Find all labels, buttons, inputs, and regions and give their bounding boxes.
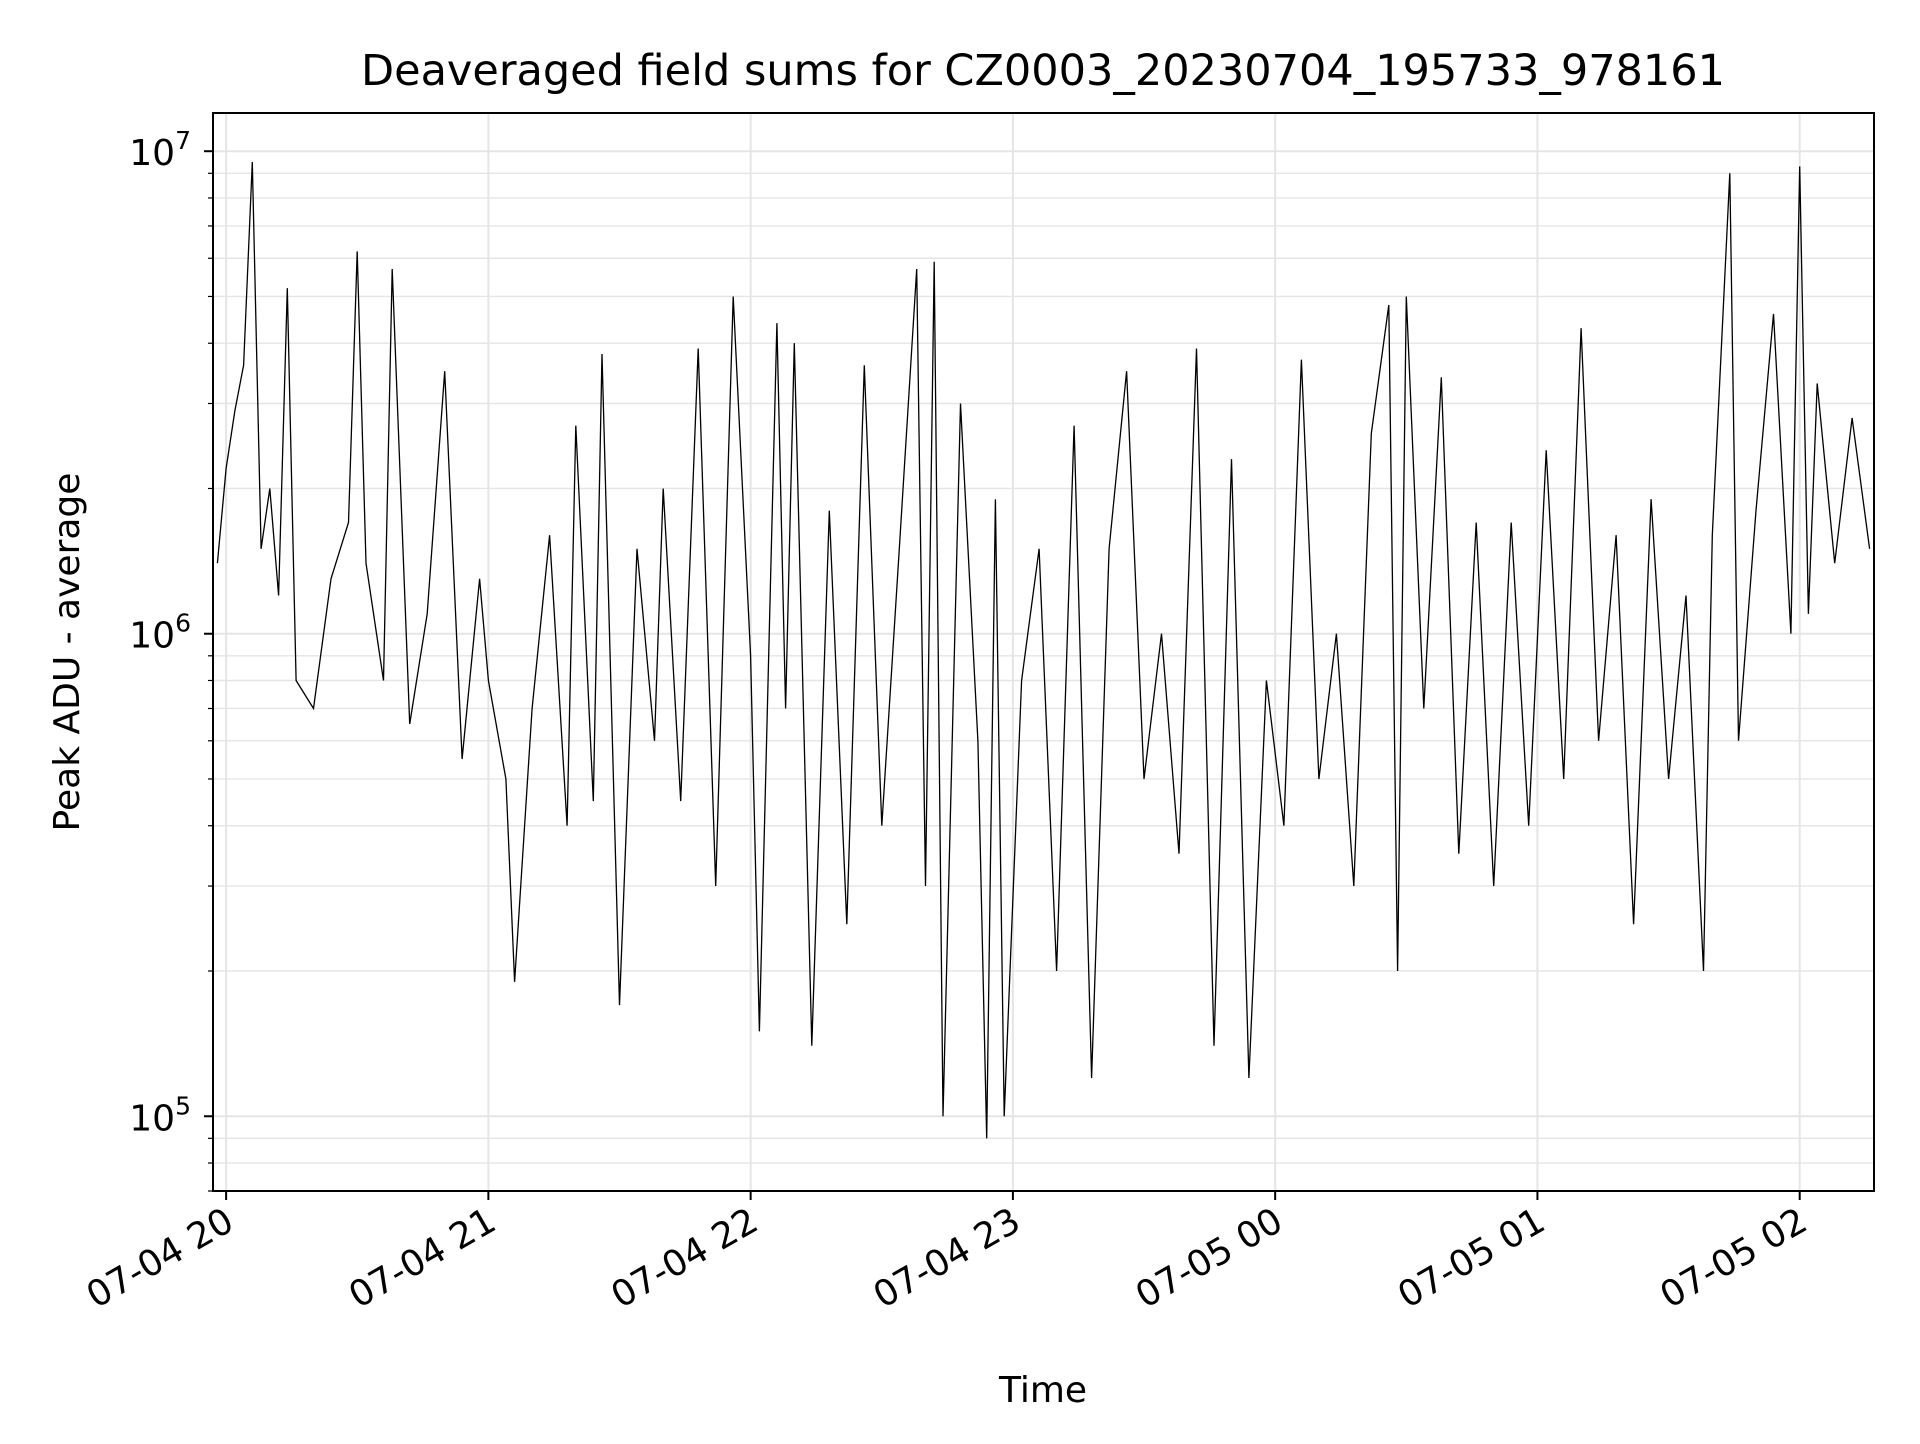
- y-tick-label: 107: [129, 126, 191, 174]
- y-tick-exponent: 6: [175, 609, 191, 638]
- series-layer: [216, 161, 1871, 1139]
- y-tick-exponent: 7: [175, 126, 191, 155]
- y-tick-label: 105: [129, 1091, 191, 1139]
- x-axis-label: Time: [998, 1370, 1087, 1411]
- y-tick-base: 10: [129, 133, 175, 174]
- plot-frame: [212, 112, 1875, 1192]
- chart-title: Deaveraged field sums for CZ0003_2023070…: [361, 46, 1725, 96]
- series-line: [216, 161, 1871, 1139]
- y-tick-base: 10: [129, 616, 175, 657]
- y-tick-exponent: 5: [175, 1091, 191, 1120]
- y-tick-label: 106: [129, 609, 191, 657]
- y-axis-label: Peak ADU - average: [47, 473, 88, 832]
- y-tick-base: 10: [129, 1098, 175, 1139]
